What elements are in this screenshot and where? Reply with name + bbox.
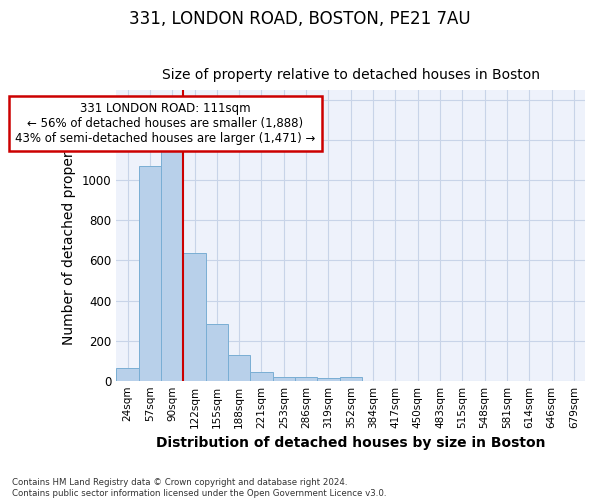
Text: 331, LONDON ROAD, BOSTON, PE21 7AU: 331, LONDON ROAD, BOSTON, PE21 7AU [129,10,471,28]
Bar [317,378,340,380]
Bar [228,354,250,380]
Bar [340,376,362,380]
Bar [184,254,206,380]
Text: Contains HM Land Registry data © Crown copyright and database right 2024.
Contai: Contains HM Land Registry data © Crown c… [12,478,386,498]
Title: Size of property relative to detached houses in Boston: Size of property relative to detached ho… [162,68,540,82]
X-axis label: Distribution of detached houses by size in Boston: Distribution of detached houses by size … [156,436,545,450]
Bar [295,376,317,380]
Bar [272,376,295,380]
Y-axis label: Number of detached properties: Number of detached properties [62,126,76,344]
Bar [116,368,139,380]
Bar [250,372,272,380]
Bar [206,324,228,380]
Bar [139,166,161,380]
Text: 331 LONDON ROAD: 111sqm
← 56% of detached houses are smaller (1,888)
43% of semi: 331 LONDON ROAD: 111sqm ← 56% of detache… [16,102,316,145]
Bar [161,148,184,380]
